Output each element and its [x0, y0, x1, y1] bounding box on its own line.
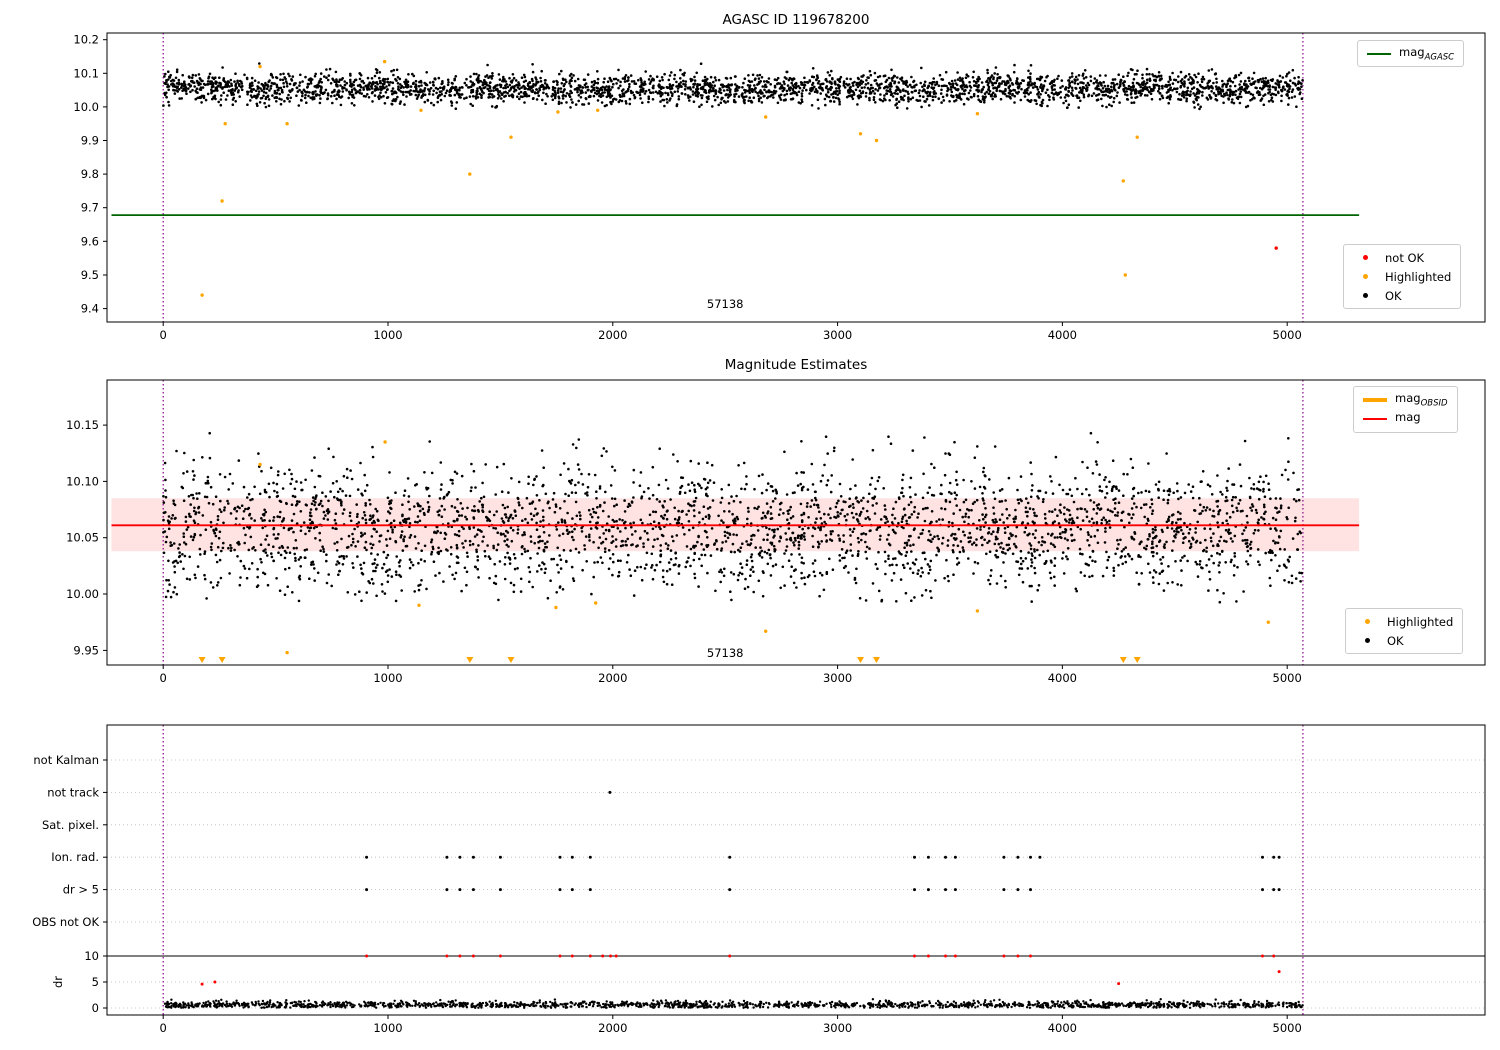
legend-label-highlighted: Highlighted [1385, 269, 1452, 284]
svg-text:3000: 3000 [823, 328, 852, 342]
svg-text:10.1: 10.1 [73, 66, 99, 80]
clipped-low-marker [1133, 657, 1141, 663]
legend-label-mag: mag [1395, 410, 1421, 425]
clipped-low-marker [466, 657, 474, 663]
svg-text:2000: 2000 [598, 328, 627, 342]
legend-entry-highlighted: Highlighted [1353, 268, 1451, 285]
tick-labels: 0 1000 2000 3000 4000 5000 10.2 10.1 10.0 9.9 9.8 9… [73, 33, 1301, 342]
not-ok-marker [1362, 255, 1368, 260]
ok-points [162, 431, 1303, 604]
svg-text:4000: 4000 [1048, 328, 1077, 342]
axes-frame [106, 724, 1486, 1016]
svg-text:0: 0 [160, 328, 167, 342]
mag-lines-legend: magOBSID mag [1353, 386, 1458, 433]
flag-points-not-track [608, 790, 612, 794]
legend-entry-mag: mag [1363, 410, 1448, 427]
not-ok-points [1274, 246, 1278, 250]
axes-frame [106, 379, 1486, 666]
svg-text:9.6: 9.6 [81, 234, 99, 248]
svg-text:10.0: 10.0 [73, 100, 99, 114]
agasc-points-legend: not OK Highlighted OK [1343, 244, 1462, 309]
clipped-low-marker [198, 657, 206, 663]
highlighted-points [200, 59, 1139, 297]
svg-text:1000: 1000 [373, 328, 402, 342]
legend-label-not-ok: not OK [1385, 250, 1425, 265]
legend-entry-mag-obsid: magOBSID [1363, 391, 1448, 408]
ok-marker [1362, 293, 1368, 298]
clipped-low-marker [872, 657, 880, 663]
svg-text:9.7: 9.7 [81, 201, 99, 215]
clipped-low-marker [507, 657, 515, 663]
dr-axis-label: dr [51, 976, 65, 988]
legend-entry-not-ok: not OK [1353, 249, 1451, 266]
clipped-low-marker [857, 657, 865, 663]
ok-points [162, 62, 1304, 111]
legend-entry-ok-2: OK [1355, 632, 1453, 649]
legend-entry-ok: OK [1353, 287, 1451, 304]
ok-marker [1364, 638, 1370, 643]
mag-obsid-line-sample [1363, 397, 1387, 402]
highlighted-marker [1364, 619, 1370, 624]
highlighted-marker [1362, 274, 1368, 279]
mag-agasc-line-sample [1367, 52, 1391, 55]
svg-text:9.9: 9.9 [81, 134, 99, 148]
obsid-annotation: 57138 [707, 646, 744, 660]
svg-text:9.8: 9.8 [81, 167, 99, 181]
clipped-low-marker [218, 657, 226, 663]
legend-label-mag-agasc: magAGASC [1399, 45, 1455, 63]
dr-points [163, 998, 1304, 1009]
svg-text:5000: 5000 [1273, 328, 1302, 342]
legend-label-ok: OK [1385, 288, 1402, 303]
svg-text:10.2: 10.2 [73, 33, 99, 47]
agasc-plot-title: AGASC ID 119678200 [722, 12, 870, 28]
obsid-annotation: 57138 [707, 297, 744, 311]
clipped-low-marker [1119, 657, 1127, 663]
mag-line-sample [1363, 417, 1387, 420]
flag-points-dr-5 [365, 888, 1281, 892]
dr-not-ok-points [200, 954, 1281, 986]
legend-label-ok-2: OK [1387, 633, 1404, 648]
flag-points-ion-rad- [365, 855, 1281, 859]
legend-label-mag-obsid: magOBSID [1395, 391, 1448, 409]
magnitude-plot-title: Magnitude Estimates [724, 357, 868, 373]
legend-entry-highlighted-2: Highlighted [1355, 613, 1453, 630]
axes-frame [106, 32, 1486, 323]
mag-points-legend: Highlighted OK [1345, 608, 1464, 654]
agasc-line-legend: magAGASC [1357, 40, 1465, 68]
tick-labels: 0 1000 2000 3000 4000 500010.1510.1010.0510.0… [66, 418, 1302, 685]
highlighted-points [258, 440, 1271, 655]
svg-text:9.5: 9.5 [81, 268, 99, 282]
svg-text:9.4: 9.4 [81, 302, 99, 316]
legend-label-highlighted-2: Highlighted [1387, 614, 1454, 629]
legend-entry-mag-agasc: magAGASC [1367, 45, 1454, 62]
agasc-mag-plot: 57138 0 1000 2000 3000 4000 5000 10.2 10.1 10.0 9.… [73, 32, 1486, 342]
